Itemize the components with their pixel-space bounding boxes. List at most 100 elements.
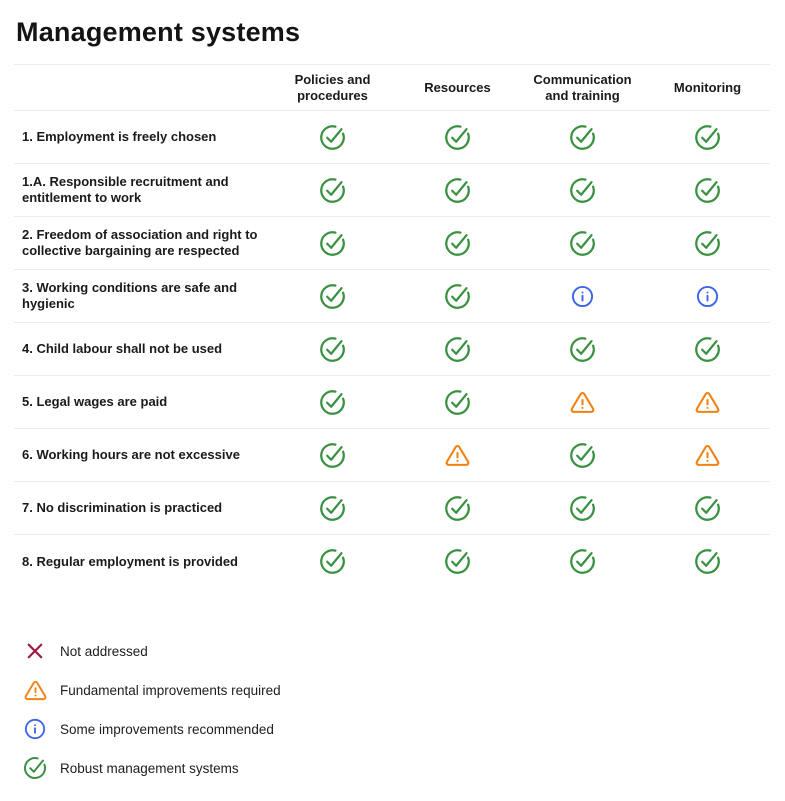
check-circle-icon <box>695 177 720 203</box>
check-circle-icon <box>445 177 470 203</box>
table-body: 1. Employment is freely chosen 1.A. Resp… <box>14 111 770 588</box>
status-cell-check <box>520 495 645 522</box>
legend-item: Fundamental improvements required <box>22 679 771 701</box>
management-systems-table: Policies and procedures Resources Commun… <box>14 64 770 588</box>
status-cell-check <box>645 548 770 575</box>
row-label: 5. Legal wages are paid <box>22 394 168 409</box>
check-circle-icon <box>445 124 470 150</box>
warning-triangle-icon <box>695 444 720 466</box>
check-circle-icon <box>445 336 470 362</box>
legend-icon-box <box>22 718 48 740</box>
check-circle-icon <box>695 230 720 256</box>
check-circle-icon <box>695 124 720 150</box>
row-label: 1.A. Responsible recruitment and entitle… <box>22 174 229 205</box>
legend-item-label: Robust management systems <box>60 760 239 776</box>
check-circle-icon <box>695 336 720 362</box>
status-cell-info <box>645 285 770 308</box>
table-row: 6. Working hours are not excessive <box>14 429 770 482</box>
status-cell-check <box>395 548 520 575</box>
check-circle-icon <box>570 336 595 362</box>
status-cell-check <box>645 336 770 363</box>
check-circle-icon <box>445 230 470 256</box>
warning-triangle-icon <box>24 680 46 700</box>
check-circle-icon <box>570 549 595 574</box>
legend: Not addressed Fundamental improvements r… <box>22 640 771 779</box>
table-row: 7. No discrimination is practiced <box>14 482 770 535</box>
legend-item-label: Not addressed <box>60 643 148 659</box>
row-label: 4. Child labour shall not be used <box>22 341 223 356</box>
status-cell-info <box>520 285 645 308</box>
status-cell-check <box>395 177 520 204</box>
header-cell-policies: Policies and procedures <box>294 71 371 103</box>
status-cell-warning <box>395 443 520 468</box>
status-cell-check <box>270 495 395 522</box>
check-circle-icon <box>570 442 595 468</box>
check-circle-icon <box>570 124 595 150</box>
status-cell-check <box>520 336 645 363</box>
table-row: 1. Employment is freely chosen <box>14 111 770 164</box>
row-label: 2. Freedom of association and right to c… <box>22 227 258 258</box>
status-cell-check <box>520 177 645 204</box>
management-systems-page: Management systems Policies and procedur… <box>14 17 771 779</box>
row-label: 8. Regular employment is provided <box>22 553 238 569</box>
row-label: 6. Working hours are not excessive <box>22 447 240 462</box>
legend-icon-box <box>22 641 48 661</box>
legend-item-label: Fundamental improvements required <box>60 682 281 698</box>
status-cell-warning <box>645 390 770 415</box>
status-cell-check <box>270 124 395 151</box>
header-cell-communication: Communication and training <box>533 71 632 103</box>
status-cell-check <box>395 336 520 363</box>
info-circle-icon <box>24 718 46 740</box>
legend-item: Robust management systems <box>22 757 771 779</box>
status-cell-check <box>270 389 395 416</box>
status-cell-check <box>270 283 395 310</box>
warning-triangle-icon <box>570 391 595 413</box>
check-circle-icon <box>320 124 345 150</box>
status-cell-check <box>270 442 395 469</box>
table-row: 2. Freedom of association and right to c… <box>14 217 770 270</box>
status-cell-check <box>520 230 645 257</box>
page-title: Management systems <box>16 17 301 47</box>
table-row: 3. Working conditions are safe and hygie… <box>14 270 770 323</box>
check-circle-icon <box>320 283 345 309</box>
status-cell-check <box>645 177 770 204</box>
table-row: 5. Legal wages are paid <box>14 376 770 429</box>
row-label: 1. Employment is freely chosen <box>22 129 217 144</box>
status-cell-check <box>395 124 520 151</box>
check-circle-icon <box>24 757 46 779</box>
check-circle-icon <box>320 389 345 415</box>
status-cell-check <box>395 283 520 310</box>
check-circle-icon <box>570 495 595 521</box>
status-cell-check <box>270 548 395 575</box>
table-header-row: Policies and procedures Resources Commun… <box>14 64 770 111</box>
check-circle-icon <box>445 283 470 309</box>
table-row: 4. Child labour shall not be used <box>14 323 770 376</box>
info-circle-icon <box>571 285 594 307</box>
check-circle-icon <box>445 549 470 574</box>
status-cell-check <box>520 124 645 151</box>
legend-item: Some improvements recommended <box>22 718 771 740</box>
status-cell-check <box>395 495 520 522</box>
check-circle-icon <box>320 495 345 521</box>
status-cell-check <box>270 336 395 363</box>
check-circle-icon <box>320 177 345 203</box>
check-circle-icon <box>445 495 470 521</box>
status-cell-check <box>520 442 645 469</box>
legend-icon-box <box>22 679 48 702</box>
status-cell-check <box>520 548 645 575</box>
header-cell-resources: Resources <box>424 79 491 95</box>
status-cell-check <box>395 389 520 416</box>
status-cell-check <box>645 230 770 257</box>
check-circle-icon <box>320 442 345 468</box>
legend-item: Not addressed <box>22 640 771 662</box>
check-circle-icon <box>445 389 470 415</box>
status-cell-check <box>270 230 395 257</box>
row-label: 3. Working conditions are safe and hygie… <box>22 280 238 311</box>
legend-item-label: Some improvements recommended <box>60 721 274 737</box>
status-cell-check <box>270 177 395 204</box>
check-circle-icon <box>320 336 345 362</box>
table-row: 8. Regular employment is provided <box>14 535 770 588</box>
check-circle-icon <box>320 549 345 574</box>
status-cell-check <box>395 230 520 257</box>
info-circle-icon <box>696 285 719 307</box>
